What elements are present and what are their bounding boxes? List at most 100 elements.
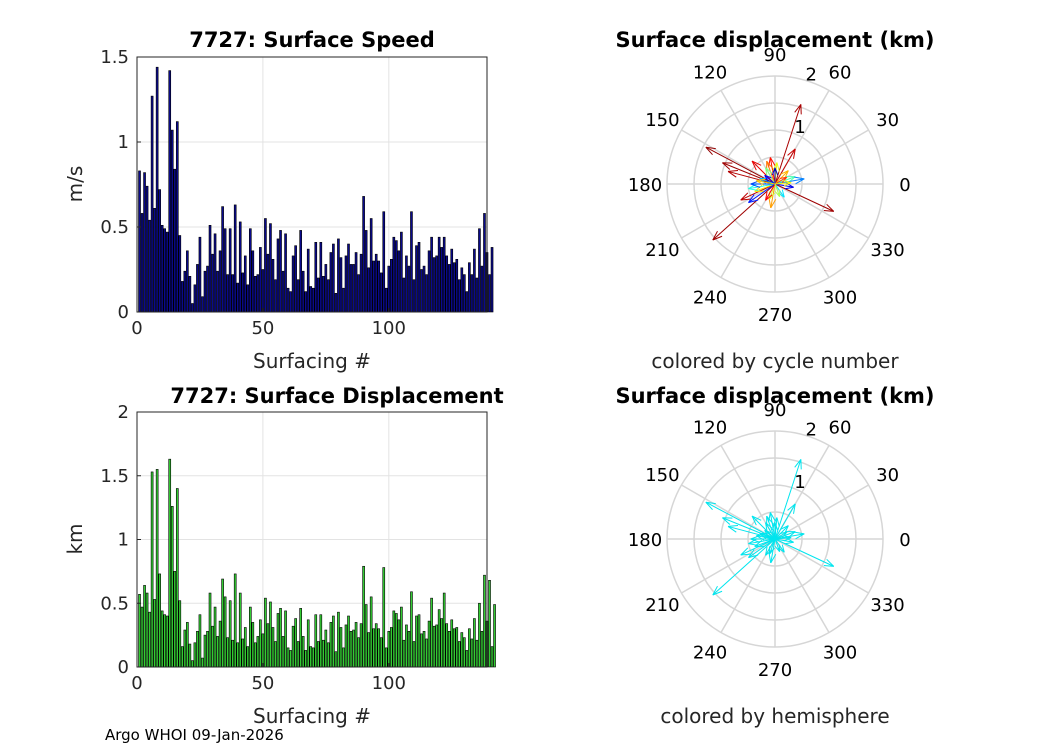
bar (493, 604, 496, 668)
displacement-arrow (748, 183, 776, 191)
displacement-arrow (764, 174, 776, 185)
bar (150, 471, 154, 668)
radius-tick-label: 1 (794, 472, 805, 493)
arrow-shaft (712, 183, 776, 241)
bar (387, 265, 391, 313)
bar (447, 630, 451, 668)
angle-tick-label: 0 (899, 530, 910, 551)
bar (452, 628, 456, 668)
bar (415, 615, 418, 668)
angle-tick-label: 180 (628, 530, 662, 551)
displacement-arrow (765, 167, 776, 185)
bar (412, 279, 416, 313)
arrow-head (781, 531, 788, 538)
bar (369, 596, 373, 668)
angle-tick-label: 270 (758, 660, 792, 681)
bar (251, 250, 255, 313)
arrow-head (785, 537, 794, 543)
bar (322, 639, 325, 668)
bar (236, 282, 240, 313)
arrow-head (756, 533, 766, 537)
displacement-arrow (712, 538, 776, 596)
bar (274, 641, 277, 668)
bar (405, 624, 408, 668)
bar (390, 258, 393, 313)
bar (435, 255, 438, 313)
angle-tick-label: 30 (876, 110, 899, 131)
arrow-head (750, 183, 761, 188)
bar (468, 262, 471, 313)
arrow-head (823, 210, 834, 212)
bar (455, 627, 459, 668)
bar (246, 284, 250, 313)
bar (145, 185, 149, 313)
arrow-head (748, 538, 758, 545)
displacement-arrow (748, 183, 776, 204)
bar (425, 638, 428, 668)
bar (395, 240, 398, 313)
polar-ring (666, 430, 884, 648)
bar (261, 269, 265, 313)
bar (352, 629, 355, 668)
y-tick-label: 1 (118, 530, 129, 551)
arrow-head (783, 535, 792, 539)
x-tick-label: 50 (251, 318, 274, 339)
arrow-shaft (774, 503, 796, 540)
bar (379, 272, 383, 313)
arrow-head (705, 146, 713, 156)
bar (322, 275, 325, 313)
bar (457, 279, 461, 313)
y-tick-label: 0 (118, 302, 129, 323)
arrow-head (768, 552, 772, 564)
arrow-head (770, 554, 777, 564)
displacement-arrow (740, 538, 776, 556)
bar (173, 168, 177, 313)
arrow-head (728, 170, 739, 172)
arrow-head (784, 186, 794, 190)
bar (460, 267, 464, 313)
angle-tick-label: 300 (823, 288, 857, 309)
bar (218, 250, 222, 313)
bar (228, 228, 232, 313)
arrow-shaft (774, 183, 781, 197)
arrow-head (705, 501, 713, 511)
bar (367, 632, 370, 668)
arrow-head (722, 162, 731, 170)
bar (417, 242, 421, 313)
arrow-head (794, 531, 805, 535)
chart-title: Surface displacement (km) (615, 28, 934, 52)
bar (304, 291, 308, 313)
bar (311, 647, 315, 668)
bar (445, 623, 449, 668)
bar (168, 70, 172, 313)
arrow-head (774, 545, 780, 553)
bar (349, 264, 353, 313)
arrow-head (764, 174, 772, 179)
bar (223, 596, 227, 668)
arrow-head (783, 537, 792, 542)
arrow-head (794, 176, 805, 180)
displacement-arrow (765, 183, 776, 201)
bar (276, 238, 280, 313)
arrow-head (751, 160, 757, 171)
bar (329, 252, 333, 313)
bar (319, 242, 323, 313)
bar (269, 601, 272, 668)
bar (390, 627, 393, 668)
arrow-head (750, 538, 761, 543)
arrow-shaft (705, 146, 776, 185)
surface-speed-panel: 7727: Surface Speed m/s Surfacing # 0 50 1… (63, 28, 494, 373)
bar (296, 641, 300, 668)
bar (374, 623, 378, 668)
arrow-head (772, 162, 778, 172)
arrow-head (771, 167, 776, 176)
bar (334, 292, 338, 313)
arrow-head (765, 194, 773, 201)
radius-tick-label: 2 (805, 419, 816, 440)
bar (384, 287, 388, 313)
bar (158, 573, 161, 668)
bar (286, 647, 290, 668)
arrow-head (769, 512, 776, 522)
arrow-head (771, 522, 776, 531)
